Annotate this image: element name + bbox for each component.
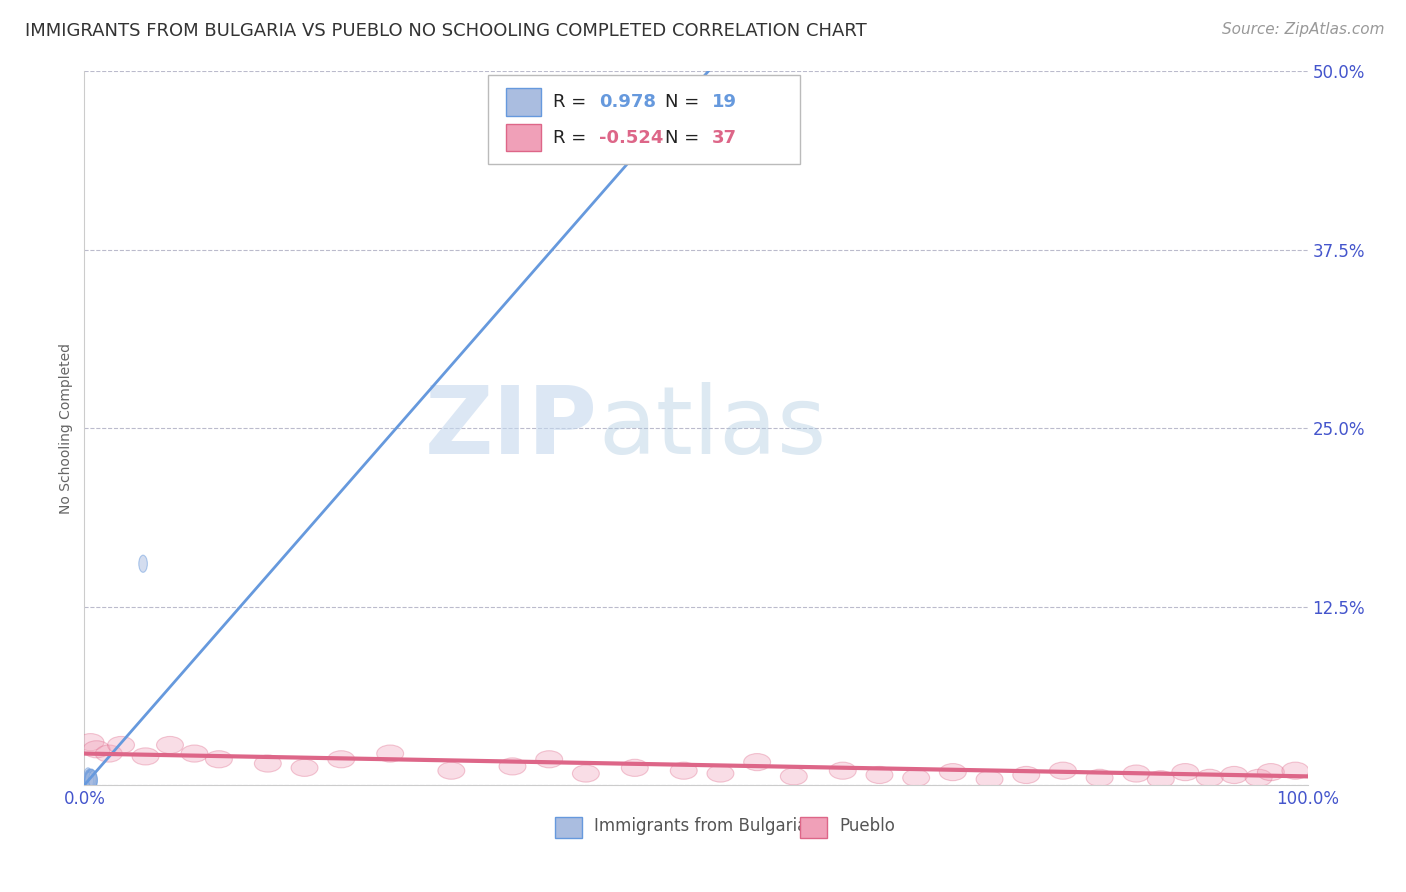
Ellipse shape [1123, 765, 1150, 782]
Ellipse shape [84, 769, 94, 787]
Text: ZIP: ZIP [425, 382, 598, 475]
Ellipse shape [939, 764, 966, 780]
Ellipse shape [84, 772, 94, 789]
Ellipse shape [108, 737, 135, 754]
Text: N =: N = [665, 128, 706, 146]
Ellipse shape [780, 768, 807, 785]
Text: Source: ZipAtlas.com: Source: ZipAtlas.com [1222, 22, 1385, 37]
Text: Pueblo: Pueblo [839, 817, 896, 835]
Text: 19: 19 [711, 93, 737, 111]
Text: IMMIGRANTS FROM BULGARIA VS PUEBLO NO SCHOOLING COMPLETED CORRELATION CHART: IMMIGRANTS FROM BULGARIA VS PUEBLO NO SC… [25, 22, 868, 40]
Y-axis label: No Schooling Completed: No Schooling Completed [59, 343, 73, 514]
Ellipse shape [437, 762, 465, 780]
Ellipse shape [86, 771, 94, 788]
Ellipse shape [671, 762, 697, 780]
Text: 37: 37 [711, 128, 737, 146]
FancyBboxPatch shape [488, 75, 800, 164]
Ellipse shape [707, 765, 734, 782]
Ellipse shape [254, 755, 281, 772]
Ellipse shape [1171, 764, 1199, 780]
Ellipse shape [830, 762, 856, 780]
Ellipse shape [96, 745, 122, 762]
Ellipse shape [87, 769, 96, 787]
Ellipse shape [976, 771, 1002, 788]
Ellipse shape [89, 772, 97, 789]
Ellipse shape [328, 751, 354, 768]
FancyBboxPatch shape [800, 817, 827, 838]
Ellipse shape [1147, 771, 1174, 788]
Text: N =: N = [665, 93, 706, 111]
Ellipse shape [84, 769, 94, 787]
Ellipse shape [866, 766, 893, 783]
Ellipse shape [132, 747, 159, 765]
Ellipse shape [139, 555, 148, 573]
Ellipse shape [86, 769, 94, 787]
FancyBboxPatch shape [506, 88, 541, 116]
Ellipse shape [1049, 762, 1077, 780]
Text: 0.978: 0.978 [599, 93, 657, 111]
Ellipse shape [621, 759, 648, 776]
Text: R =: R = [553, 93, 592, 111]
Text: Immigrants from Bulgaria: Immigrants from Bulgaria [595, 817, 807, 835]
Ellipse shape [87, 772, 96, 789]
Ellipse shape [1220, 766, 1247, 783]
Ellipse shape [83, 740, 110, 758]
Ellipse shape [536, 751, 562, 768]
Ellipse shape [86, 771, 94, 788]
Ellipse shape [377, 745, 404, 762]
Ellipse shape [205, 751, 232, 768]
Ellipse shape [1257, 764, 1284, 780]
Ellipse shape [291, 759, 318, 776]
Ellipse shape [89, 772, 97, 789]
Ellipse shape [156, 737, 183, 754]
Ellipse shape [87, 769, 96, 787]
Ellipse shape [1012, 766, 1039, 783]
Ellipse shape [1246, 769, 1272, 787]
Ellipse shape [744, 754, 770, 771]
Ellipse shape [1282, 762, 1309, 780]
Text: -0.524: -0.524 [599, 128, 664, 146]
Ellipse shape [84, 771, 94, 788]
Ellipse shape [86, 771, 94, 788]
Ellipse shape [86, 772, 94, 789]
FancyBboxPatch shape [506, 124, 541, 152]
Text: atlas: atlas [598, 382, 827, 475]
Ellipse shape [89, 771, 97, 788]
Ellipse shape [499, 758, 526, 775]
Ellipse shape [1197, 769, 1223, 787]
Ellipse shape [1087, 769, 1114, 787]
FancyBboxPatch shape [555, 817, 582, 838]
Ellipse shape [87, 772, 96, 789]
Ellipse shape [181, 745, 208, 762]
Ellipse shape [903, 769, 929, 787]
Ellipse shape [77, 733, 104, 751]
Ellipse shape [84, 771, 93, 788]
Ellipse shape [84, 768, 93, 785]
Ellipse shape [572, 765, 599, 782]
Text: R =: R = [553, 128, 592, 146]
